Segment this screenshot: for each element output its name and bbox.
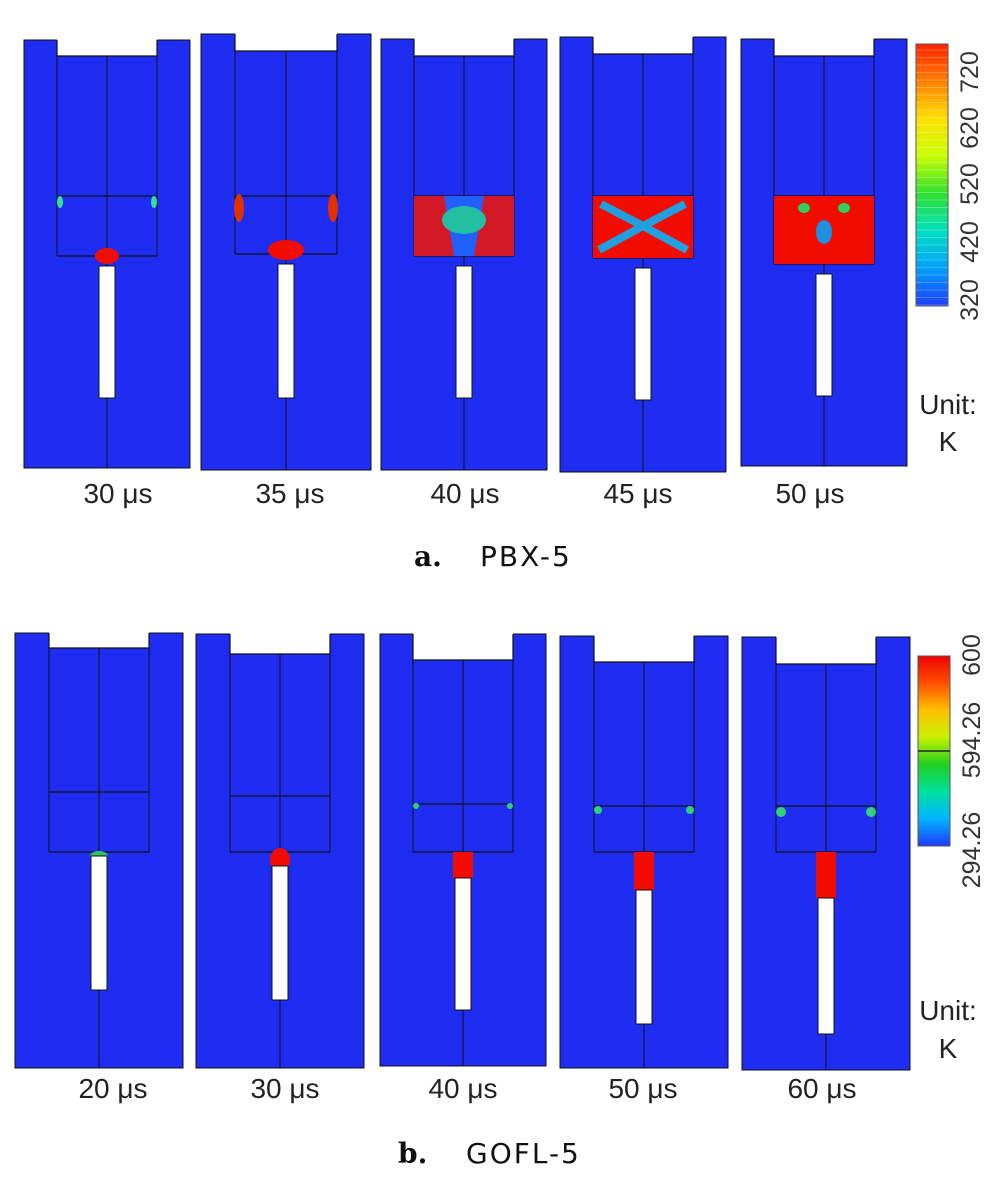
warm-spot <box>594 806 602 814</box>
hole <box>271 865 289 1001</box>
frame-top-notch <box>413 632 513 660</box>
caption-b: b. GOFL-5 <box>398 1137 581 1170</box>
time-labels-panel-b: 20 μs 30 μs 40 μs 50 μs 60 μs <box>78 1073 856 1104</box>
cool-core <box>442 206 486 234</box>
hole <box>98 265 116 399</box>
unit-label: Unit: <box>919 995 977 1026</box>
time-label: 50 μs <box>608 1073 677 1104</box>
warm-spot <box>413 803 419 809</box>
hot-column <box>634 852 654 890</box>
hot-spot <box>95 248 119 264</box>
hole <box>454 877 472 1011</box>
scale-tick-label: 620 <box>956 107 984 149</box>
frame-top-notch <box>594 634 694 662</box>
scale-tick-label: 294.26 <box>958 812 986 888</box>
hot-spot <box>268 240 304 260</box>
frames-panel-a <box>23 32 908 473</box>
hot-wedge <box>474 196 514 256</box>
simulation-frame <box>200 32 372 471</box>
time-label: 45 μs <box>603 478 672 509</box>
warm-spot <box>798 203 810 213</box>
scale-bands-a <box>916 49 948 306</box>
frame-top-notch <box>414 37 514 56</box>
time-label: 35 μs <box>255 478 324 509</box>
panel-b: 20 μs 30 μs 40 μs 50 μs 60 μs 294.26 594… <box>14 631 986 1170</box>
cool-band <box>597 221 689 254</box>
hole <box>277 263 295 399</box>
warm-spot <box>507 803 513 809</box>
time-label: 50 μs <box>775 478 844 509</box>
simulation-frame <box>559 35 727 473</box>
scale-tick-label: 420 <box>956 221 984 263</box>
caption-letter: a. <box>414 540 442 573</box>
hole <box>817 897 835 1035</box>
cool-core <box>816 220 832 244</box>
hot-column <box>816 852 836 898</box>
frame-top-notch <box>235 32 337 51</box>
hot-edge <box>234 194 244 222</box>
simulation-frame <box>14 631 184 1069</box>
simulation-frame <box>380 37 548 471</box>
hole <box>634 267 652 401</box>
hole <box>815 273 833 397</box>
color-scale-bar <box>915 43 949 307</box>
frame-top-notch <box>230 632 330 654</box>
simulation-frame <box>740 37 908 467</box>
scale-tick-label: 520 <box>956 163 984 205</box>
time-labels-panel-a: 30 μs 35 μs 40 μs 45 μs 50 μs <box>83 478 844 509</box>
unit-value: K <box>939 426 958 457</box>
scale-tick-label: 594.26 <box>958 702 986 778</box>
caption-material: PBX-5 <box>480 540 572 573</box>
hole <box>455 265 473 399</box>
warm-spot <box>57 196 63 208</box>
frame-top-notch <box>49 631 149 648</box>
color-scale-b: 294.26 594.26 600 Unit: K <box>917 634 986 1064</box>
time-label: 40 μs <box>428 1073 497 1104</box>
time-label: 40 μs <box>430 478 499 509</box>
warm-spot <box>686 806 694 814</box>
caption-a: a. PBX-5 <box>414 540 572 573</box>
hot-edge <box>328 194 338 222</box>
panel-a: 30 μs 35 μs 40 μs 45 μs 50 μs 320 420 52… <box>23 32 984 573</box>
warm-spot <box>151 196 157 208</box>
time-label: 30 μs <box>250 1073 319 1104</box>
frame-top-notch <box>776 635 876 664</box>
caption-material: GOFL-5 <box>466 1137 581 1170</box>
warm-spot <box>866 807 876 817</box>
simulation-frame <box>379 632 547 1067</box>
unit-label: Unit: <box>919 389 977 420</box>
time-label: 60 μs <box>787 1073 856 1104</box>
color-scale-a: 320 420 520 620 720 Unit: K <box>915 43 984 457</box>
hot-column <box>453 852 473 878</box>
hole <box>635 889 653 1025</box>
frame-top-notch <box>57 38 157 56</box>
frame-top-notch <box>593 35 693 54</box>
hot-wedge <box>414 196 454 256</box>
warm-spot <box>776 807 786 817</box>
simulation-frame <box>23 38 191 469</box>
warm-spot <box>838 203 850 213</box>
simulation-frame <box>741 635 911 1071</box>
caption-letter: b. <box>398 1137 427 1170</box>
scale-tick-label: 320 <box>956 279 984 321</box>
hole <box>90 855 108 991</box>
frames-panel-b <box>14 631 911 1071</box>
scale-tick-label: 720 <box>956 51 984 93</box>
time-label: 30 μs <box>83 478 152 509</box>
simulation-frame <box>195 632 365 1069</box>
unit-value: K <box>939 1033 958 1064</box>
simulation-frame <box>559 634 729 1069</box>
frame-top-notch <box>774 37 874 56</box>
scale-tick-label: 600 <box>958 634 986 676</box>
time-label: 20 μs <box>78 1073 147 1104</box>
